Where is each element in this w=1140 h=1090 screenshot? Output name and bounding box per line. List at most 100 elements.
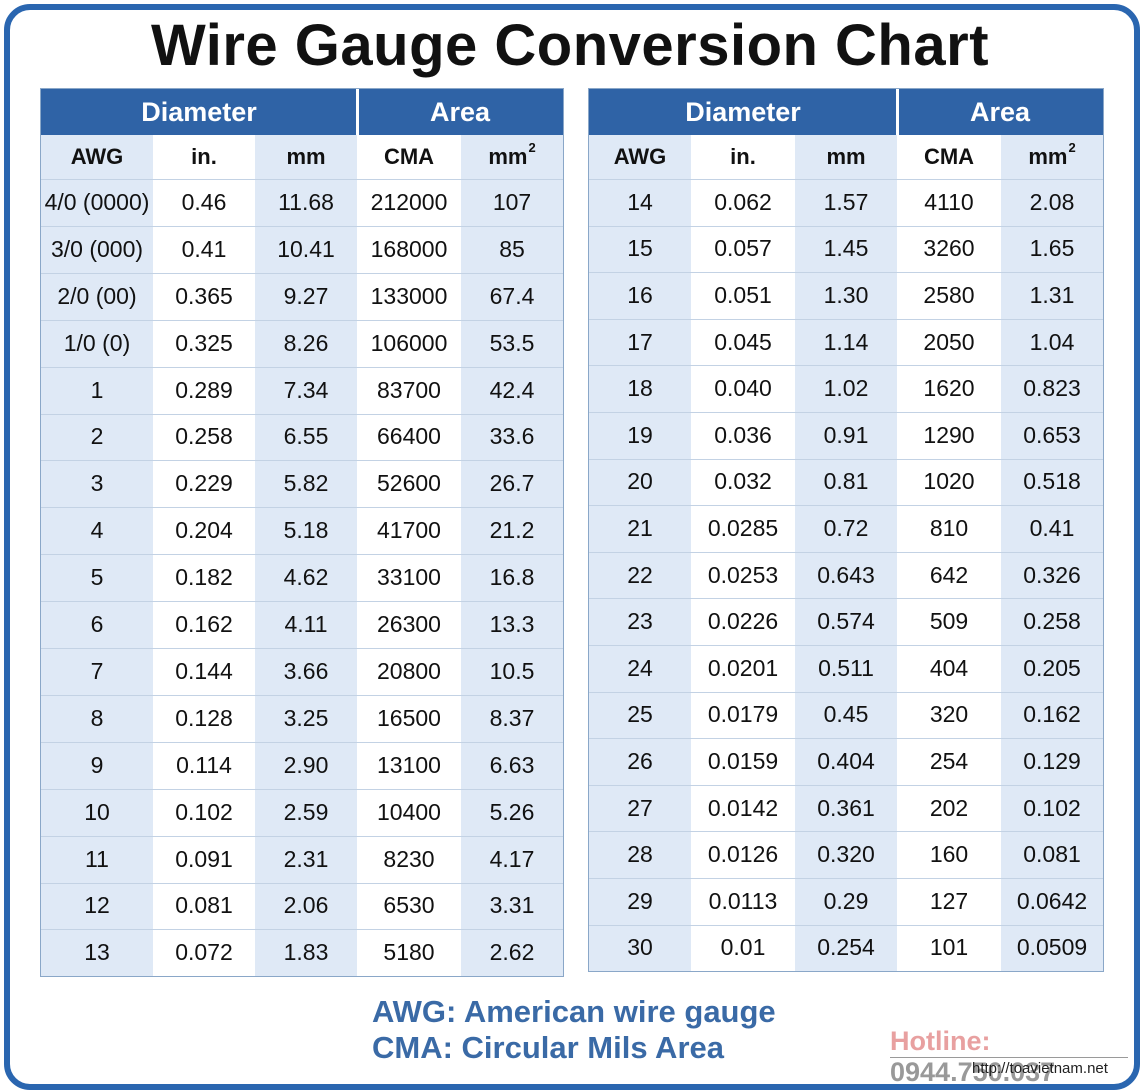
table-cell-mm: 0.254 — [817, 934, 875, 961]
column-header-mm2: mm 2 — [461, 135, 563, 179]
table-cell-in: 0.081 — [175, 892, 233, 919]
table-cell-cma: 212000 — [370, 188, 448, 215]
row-divider — [41, 179, 563, 180]
table-cell-awg: 17 — [627, 328, 653, 355]
table-cell-in: 0.072 — [175, 939, 233, 966]
table-cell-mm: 0.45 — [823, 701, 869, 728]
row-divider — [589, 878, 1103, 879]
table-cell-cma: 13100 — [377, 751, 441, 778]
row-divider — [41, 929, 563, 931]
group-header-diameter: Diameter — [589, 89, 897, 135]
row-divider — [589, 225, 1103, 227]
row-divider — [41, 319, 563, 321]
column-header-label: mm — [488, 144, 528, 169]
table-cell-mm: 0.643 — [817, 561, 875, 588]
table-cell-mm2: 0.41 — [1029, 514, 1075, 541]
column-header-awg: AWG — [70, 144, 124, 169]
legend-cma: CMA: Circular Mils Area — [372, 1030, 724, 1065]
table-cell-mm2: 0.102 — [1023, 794, 1081, 821]
table-cell-mm: 0.404 — [817, 747, 875, 774]
table-cell-cma: 106000 — [370, 329, 448, 356]
table-cell-in: 0.01 — [720, 934, 766, 961]
row-divider — [41, 741, 563, 743]
table-cell-in: 0.102 — [175, 798, 233, 825]
table-cell-mm2: 33.6 — [489, 423, 535, 450]
table-cell-cma: 1020 — [923, 468, 975, 495]
table-cell-mm: 11.68 — [278, 188, 334, 215]
page-title: Wire Gauge Conversion Chart — [150, 13, 990, 78]
table-cell-mm: 0.574 — [817, 608, 875, 635]
table-cell-mm2: 0.0642 — [1016, 887, 1088, 914]
table-cell-in: 0.144 — [175, 657, 233, 684]
table-cell-mm2: 6.63 — [489, 751, 535, 778]
table-cell-awg: 12 — [84, 892, 110, 919]
table-cell-cma: 52600 — [377, 470, 441, 497]
table-cell-mm2: 0.258 — [1023, 608, 1081, 635]
table-cell-in: 0.0201 — [707, 654, 779, 681]
table-cell-cma: 1620 — [923, 375, 975, 402]
table-cell-mm2: 1.65 — [1029, 235, 1075, 262]
table-cell-awg: 11 — [85, 845, 109, 872]
table-cell-cma: 10400 — [377, 798, 441, 825]
group-separator — [896, 89, 899, 135]
table-cell-mm: 0.361 — [817, 794, 875, 821]
table-cell-in: 0.091 — [175, 845, 233, 872]
website-link[interactable]: http://toavietnam.net — [972, 1060, 1108, 1077]
table-cell-mm: 2.31 — [283, 845, 329, 872]
table-cell-in: 0.41 — [181, 235, 227, 262]
table-cell-in: 0.204 — [175, 517, 233, 544]
row-divider — [589, 458, 1103, 460]
table-cell-mm2: 0.081 — [1023, 841, 1081, 868]
table-cell-cma: 6530 — [383, 892, 435, 919]
row-divider — [589, 738, 1103, 740]
table-cell-awg: 2/0 (00) — [57, 282, 137, 309]
column-header-in: in. — [191, 144, 217, 169]
table-cell-mm2: 2.62 — [489, 939, 535, 966]
row-divider — [589, 412, 1103, 413]
table-cell-in: 0.0253 — [707, 561, 779, 588]
row-divider — [41, 694, 563, 696]
table-right: Diameter Area AWG in. mm CMA mm 2 14 0.062 1.57 411… — [588, 88, 1104, 973]
table-cell-awg: 27 — [627, 794, 653, 821]
row-divider — [41, 554, 563, 556]
group-header-area: Area — [357, 89, 563, 135]
table-cell-awg: 18 — [627, 375, 653, 402]
group-header-diameter: Diameter — [41, 89, 357, 135]
row-divider — [589, 318, 1103, 320]
table-cell-cma: 16500 — [377, 704, 441, 731]
table-cell-mm2: 42.4 — [489, 376, 535, 403]
row-divider — [589, 272, 1103, 274]
table-cell-awg: 22 — [627, 561, 653, 588]
table-cell-mm: 5.18 — [283, 517, 329, 544]
table-cell-mm2: 0.823 — [1023, 375, 1081, 402]
table-cell-awg: 4 — [90, 517, 104, 544]
table-cell-mm2: 10.5 — [489, 657, 535, 684]
table-cell-in: 0.128 — [175, 704, 233, 731]
table-cell-mm: 7.34 — [283, 376, 329, 403]
table-cell-awg: 1 — [90, 376, 104, 403]
table-cell-awg: 24 — [627, 654, 653, 681]
table-cell-mm: 1.14 — [823, 328, 869, 355]
table-cell-in: 0.032 — [714, 468, 772, 495]
table-cell-mm2: 4.17 — [489, 845, 535, 872]
column-header-label: mm — [1028, 144, 1068, 169]
table-cell-mm: 0.81 — [823, 468, 869, 495]
table-cell-in: 0.258 — [175, 423, 233, 450]
table-cell-mm: 4.62 — [283, 564, 329, 591]
superscript-2: 2 — [528, 139, 536, 155]
table-cell-awg: 21 — [627, 514, 653, 541]
table-cell-cma: 5180 — [383, 939, 435, 966]
table-cell-mm: 2.59 — [283, 798, 329, 825]
table-cell-in: 0.040 — [714, 375, 772, 402]
table-cell-in: 0.0226 — [707, 608, 779, 635]
table-cell-mm: 10.41 — [277, 235, 335, 262]
row-divider — [589, 365, 1103, 367]
table-cell-awg: 13 — [84, 939, 110, 966]
table-cell-cma: 127 — [929, 887, 969, 914]
table-cell-mm: 1.02 — [823, 375, 869, 402]
column-header-in: in. — [730, 144, 756, 169]
table-cell-cma: 1290 — [923, 421, 975, 448]
table-cell-in: 0.0126 — [707, 841, 779, 868]
table-cell-cma: 2580 — [923, 281, 975, 308]
row-divider — [41, 601, 563, 603]
